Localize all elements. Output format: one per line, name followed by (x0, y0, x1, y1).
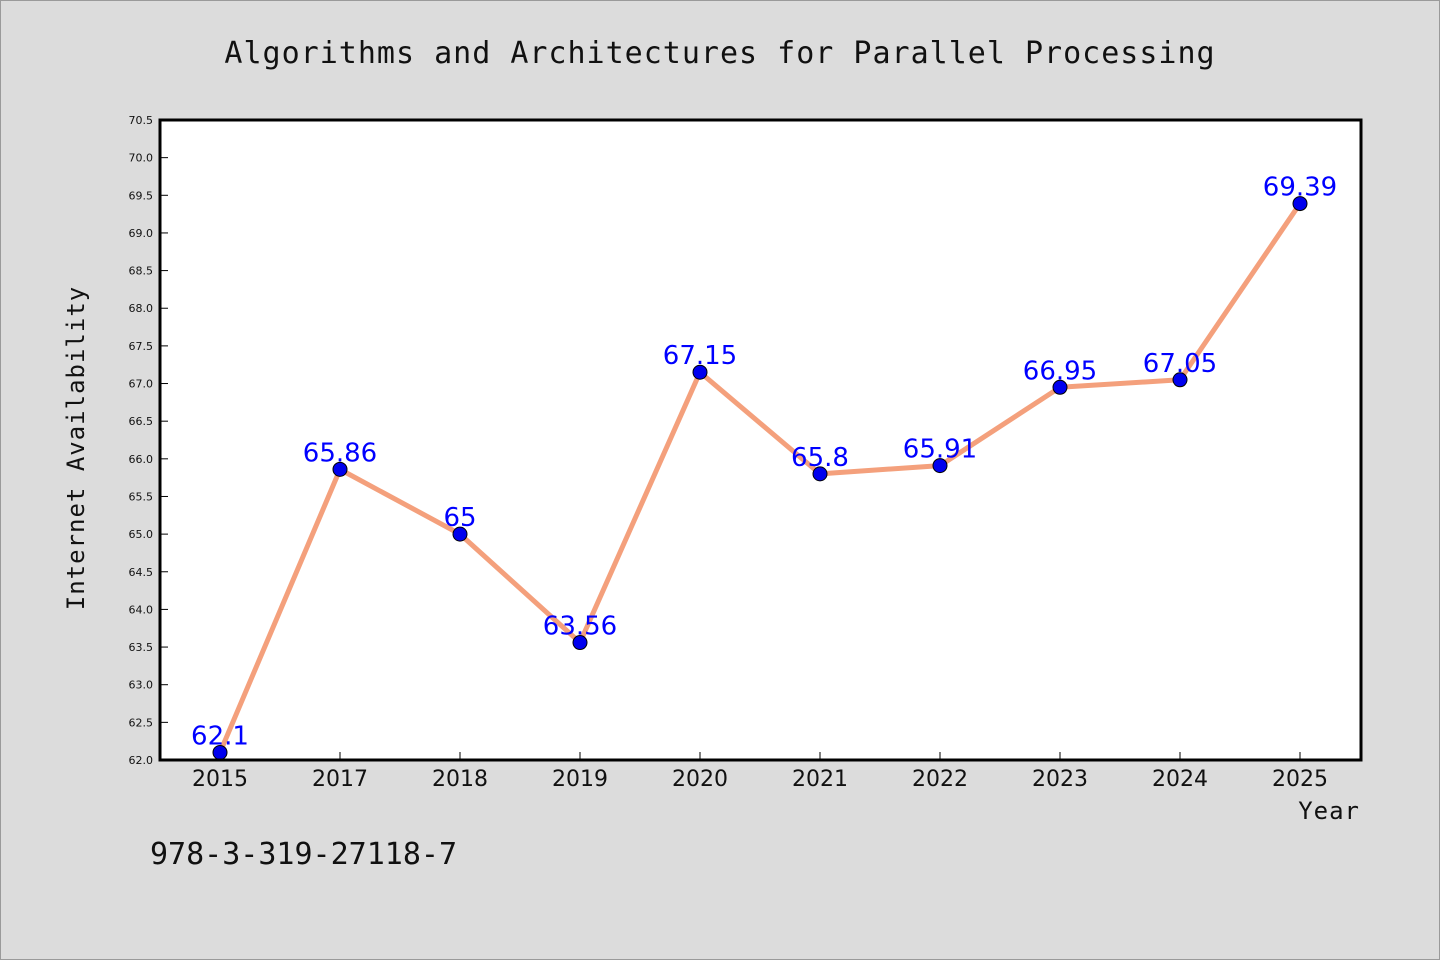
y-tick-label: 65.0 (129, 528, 154, 541)
data-label: 66.95 (1023, 356, 1097, 386)
y-tick-label: 62.0 (129, 754, 154, 767)
data-point (1292, 196, 1308, 212)
y-tick-label: 69.5 (129, 189, 154, 202)
y-tick-label: 64.0 (129, 603, 154, 616)
data-point (1052, 379, 1068, 395)
y-tick-label: 63.5 (129, 641, 154, 654)
data-label: 69.39 (1263, 173, 1337, 203)
x-tick-label: 2022 (912, 767, 968, 792)
series-line (217, 201, 1303, 755)
y-tick-label: 70.5 (129, 114, 154, 127)
y-tick-label: 68.0 (129, 302, 154, 315)
plot-border (158, 118, 1363, 762)
x-tick-label: 2017 (312, 767, 368, 792)
data-point (812, 466, 828, 482)
x-tick-label: 2025 (1272, 767, 1328, 792)
data-label: 65.8 (791, 443, 849, 473)
x-axis: 2015 2017 2018 2019 2020 2021 2022 2023 2024 2025 (192, 752, 1328, 792)
y-tick-label: 64.5 (129, 566, 154, 579)
data-point (452, 526, 468, 542)
data-point (932, 458, 948, 474)
data-labels: 62.1 65.86 65 63.56 67.15 65.8 65.91 66.95 67.05… (191, 173, 1337, 752)
y-tick-label: 68.5 (129, 265, 154, 278)
data-point (332, 461, 348, 477)
plot-area (160, 120, 1361, 760)
x-axis-label: Year (1298, 797, 1360, 825)
y-tick-label: 70.0 (129, 152, 154, 165)
data-point (572, 635, 588, 651)
y-tick-label: 65.5 (129, 490, 154, 503)
x-tick-label: 2020 (672, 767, 728, 792)
data-label: 67.05 (1143, 349, 1217, 379)
data-point (692, 364, 708, 380)
y-axis: 62.0 62.5 63.0 63.5 64.0 64.5 65.0 65.5 66.0 66.5… (129, 114, 168, 767)
x-tick-label: 2021 (792, 767, 848, 792)
data-label: 65.91 (903, 435, 977, 465)
y-tick-label: 66.5 (129, 415, 154, 428)
y-tick-label: 67.0 (129, 378, 154, 391)
y-tick-label: 66.0 (129, 453, 154, 466)
x-tick-label: 2018 (432, 767, 488, 792)
data-label: 65.86 (303, 438, 377, 468)
x-tick-label: 2019 (552, 767, 608, 792)
data-label: 63.56 (543, 612, 617, 642)
data-label: 67.15 (663, 341, 737, 371)
x-tick-label: 2015 (192, 767, 248, 792)
y-tick-label: 69.0 (129, 227, 154, 240)
y-tick-label: 62.5 (129, 716, 154, 729)
data-label: 62.1 (191, 721, 249, 751)
data-label: 65 (443, 503, 476, 533)
y-tick-label: 67.5 (129, 340, 154, 353)
y-axis-label: Internet Availability (62, 286, 90, 610)
isbn-footer: 978-3-319-27118-7 (150, 837, 457, 872)
x-tick-label: 2023 (1032, 767, 1088, 792)
data-point (1172, 372, 1188, 388)
y-tick-label: 63.0 (129, 679, 154, 692)
series-group (212, 196, 1308, 760)
x-tick-label: 2024 (1152, 767, 1208, 792)
chart-title: Algorithms and Architectures for Paralle… (224, 36, 1215, 71)
